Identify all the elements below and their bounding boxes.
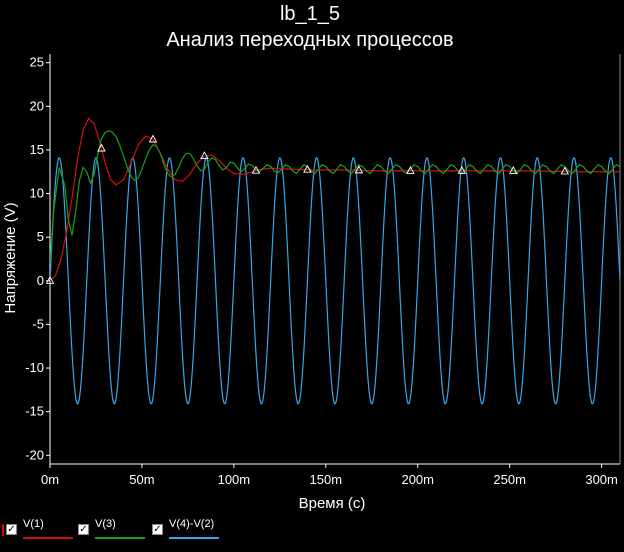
y-tick-label: 25 [30, 55, 44, 70]
data-marker [560, 166, 570, 175]
data-marker [509, 165, 518, 174]
data-marker [97, 143, 106, 152]
y-tick-label: 0 [37, 273, 44, 288]
data-marker [406, 165, 415, 174]
x-axis-label: Время (с) [299, 495, 366, 512]
data-marker [354, 165, 364, 174]
x-tick-label: 0m [41, 472, 59, 487]
y-tick-label: -15 [25, 404, 44, 419]
x-ticks: 0m 50m 100m 150m 200m 250m 300m [41, 464, 618, 487]
x-tick-label: 200m [401, 472, 434, 487]
legend: ✓ V(1) ✓ V(3) ✓ V(4)-V(2) [0, 512, 624, 552]
x-tick-label: 50m [129, 472, 154, 487]
series-line-v1 [50, 117, 620, 282]
y-axis-label: Напряжение (V) [2, 202, 19, 313]
y-tick-label: 20 [30, 98, 44, 113]
y-tick-label: 5 [37, 229, 44, 244]
legend-label: V(4)-V(2) [169, 518, 215, 530]
data-marker [45, 275, 55, 284]
legend-label: V(1) [23, 518, 44, 530]
chart: lb_1_5 Анализ переходных процессов -20 -1… [2, 3, 621, 512]
x-tick-label: 250m [493, 472, 526, 487]
chart-title: lb_1_5 [280, 3, 340, 25]
selection-marker [2, 524, 4, 536]
data-marker [200, 151, 209, 160]
legend-item-v3[interactable]: ✓ V(3) [78, 516, 148, 546]
series-line-v3 [50, 130, 620, 264]
y-tick-label: -5 [32, 316, 44, 331]
x-tick-label: 300m [585, 472, 618, 487]
data-marker [303, 164, 312, 173]
data-marker [251, 165, 261, 174]
legend-item-v4-v2[interactable]: ✓ V(4)-V(2) [152, 516, 232, 546]
data-marker [457, 165, 467, 174]
series-line-v4-v2 [50, 157, 620, 405]
y-tick-label: 10 [30, 186, 44, 201]
legend-label: V(3) [95, 518, 116, 530]
legend-swatch [169, 537, 219, 539]
data-marker [148, 134, 158, 143]
x-tick-label: 100m [218, 472, 251, 487]
y-ticks: -20 -15 -10 -5 0 5 10 15 20 25 [25, 55, 50, 462]
chart-subtitle: Анализ переходных процессов [166, 29, 453, 51]
legend-checkbox[interactable]: ✓ [78, 524, 89, 535]
y-tick-label: -10 [25, 360, 44, 375]
legend-item-v1[interactable]: ✓ V(1) [2, 516, 76, 546]
x-tick-label: 150m [310, 472, 343, 487]
legend-checkbox[interactable]: ✓ [152, 524, 163, 535]
y-tick-label: -20 [25, 447, 44, 462]
y-tick-label: 15 [30, 142, 44, 157]
marker-layer [45, 134, 570, 284]
series-layer [50, 117, 620, 405]
legend-swatch [23, 537, 73, 539]
legend-swatch [95, 537, 145, 539]
legend-checkbox[interactable]: ✓ [6, 524, 17, 535]
